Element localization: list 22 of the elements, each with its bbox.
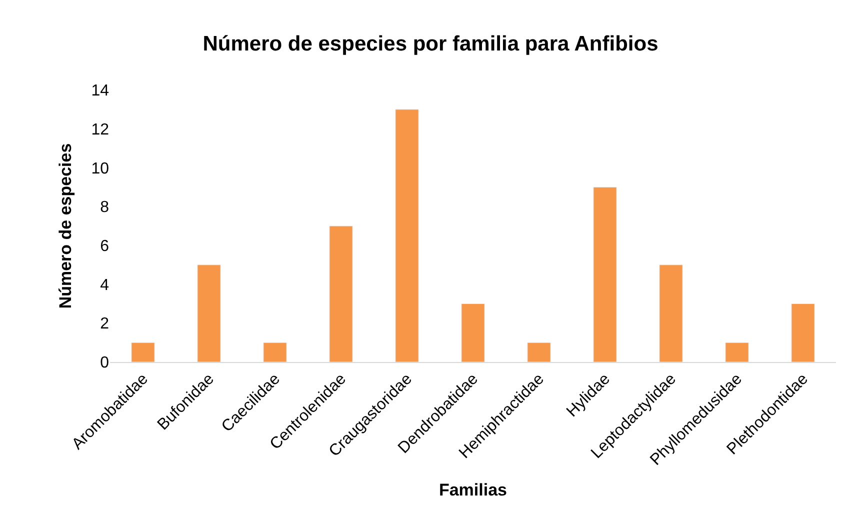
y-tick-label: 10 <box>91 160 110 178</box>
bar <box>395 109 419 362</box>
y-tick-label: 8 <box>100 199 110 216</box>
bar <box>329 226 353 362</box>
y-tick-label: 12 <box>91 121 110 138</box>
bar <box>593 186 617 362</box>
chart-title: Número de especies por familia para Anfibios <box>202 32 658 56</box>
y-tick-label: 14 <box>91 82 110 100</box>
bar <box>527 342 551 362</box>
x-axis-title: Familias <box>438 480 508 500</box>
y-axis-title: Número de especies <box>56 143 75 309</box>
bar <box>791 303 815 362</box>
bar <box>659 264 683 362</box>
y-tick-label: 6 <box>100 238 110 256</box>
bar <box>197 264 221 362</box>
bar <box>131 342 155 362</box>
bar <box>725 342 749 362</box>
bar <box>461 303 485 362</box>
y-tick-label: 2 <box>100 316 110 333</box>
y-tick-label: 4 <box>100 276 110 294</box>
y-tick-label: 0 <box>100 354 110 372</box>
bar <box>263 342 287 362</box>
